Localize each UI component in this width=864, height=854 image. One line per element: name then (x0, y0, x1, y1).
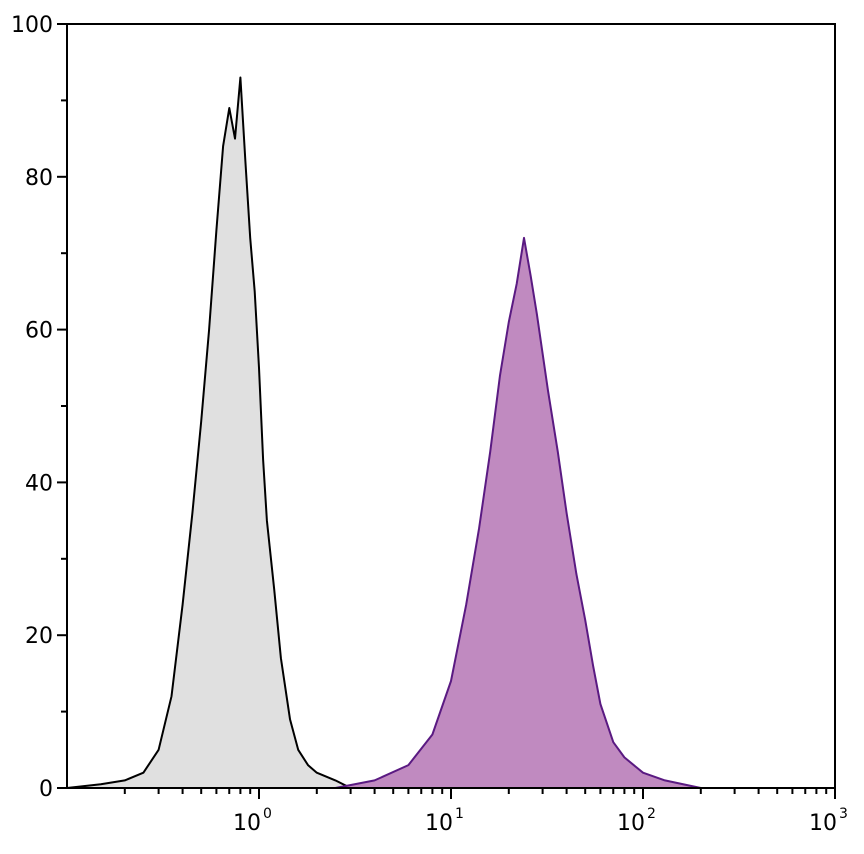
x-tick-label-base: 10 (425, 811, 453, 836)
x-tick-label-base: 10 (233, 811, 261, 836)
y-tick-label: 0 (39, 777, 53, 802)
x-tick-label-base: 10 (809, 811, 837, 836)
histogram-series-1 (66, 76, 352, 789)
y-tick-label: 80 (25, 166, 53, 191)
x-tick-label-base: 10 (617, 811, 645, 836)
x-tick-label-exponent: 0 (263, 806, 272, 822)
x-tick-label-exponent: 2 (647, 806, 656, 822)
y-tick-label: 60 (25, 319, 53, 344)
y-tick-label: 40 (25, 471, 53, 496)
histogram-series-2 (334, 236, 702, 789)
y-tick-label: 100 (11, 13, 53, 38)
x-tick-label-exponent: 1 (455, 806, 464, 822)
series-layer (66, 76, 702, 789)
x-tick-label-exponent: 3 (839, 806, 848, 822)
y-tick-label: 20 (25, 624, 53, 649)
